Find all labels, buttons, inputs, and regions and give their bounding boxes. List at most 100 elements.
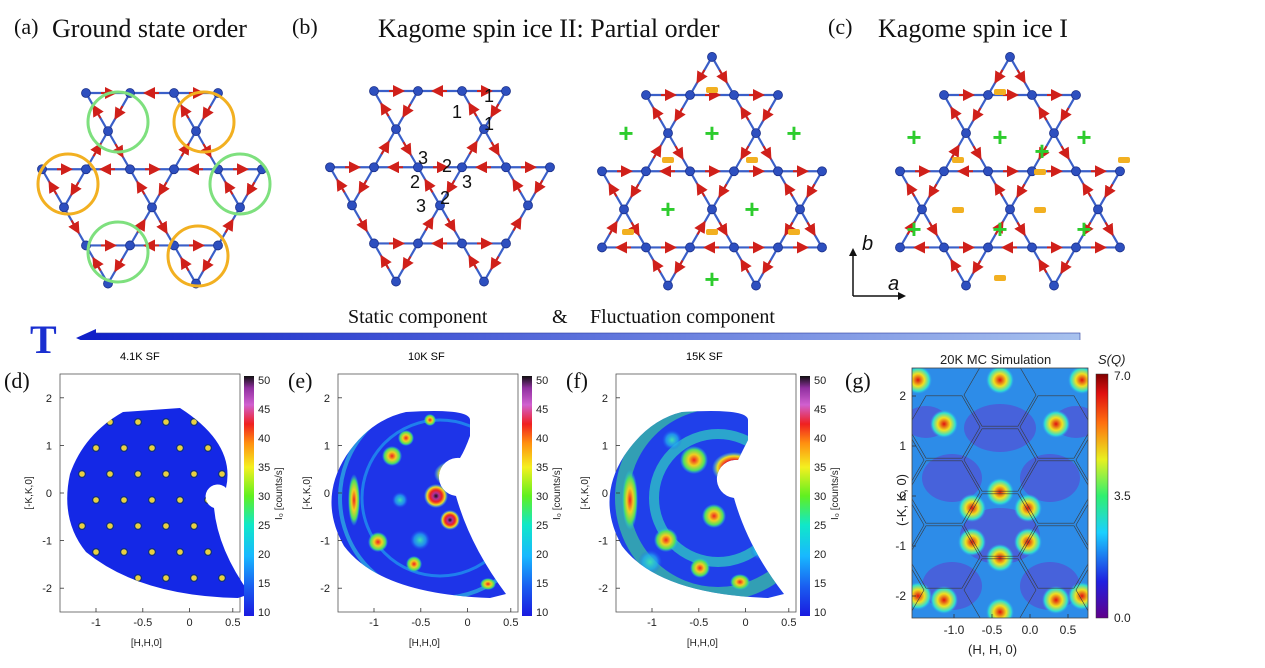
lattice-site <box>213 240 223 251</box>
spin-arrow <box>114 257 126 273</box>
lattice-site <box>1049 128 1059 139</box>
zone-boundary <box>1075 438 1088 482</box>
lattice-site <box>685 242 695 253</box>
bragg-peak <box>91 548 100 557</box>
minus-marker <box>662 157 674 163</box>
spin-arrow <box>696 182 708 197</box>
spin-arrow <box>1014 221 1026 237</box>
plus-marker: + <box>1034 136 1049 166</box>
spin-arrow <box>402 103 414 118</box>
lattice-site <box>435 200 445 211</box>
colorbar-tick: 45 <box>814 404 826 416</box>
panel-a-title: Ground state order <box>52 14 247 43</box>
lattice-site <box>479 124 489 135</box>
lattice-site <box>501 162 511 173</box>
spin-arrow <box>1014 69 1026 84</box>
hot-spot <box>410 530 430 550</box>
sim-map <box>912 368 1088 618</box>
bonds <box>601 56 823 287</box>
spin-arrow <box>994 182 1006 197</box>
colorbar-g-tick: 3.5 <box>1114 489 1131 503</box>
spin-arrow <box>446 179 458 195</box>
lattice-site <box>983 242 993 253</box>
lattice-site <box>685 166 695 177</box>
spin-arrow <box>948 144 960 159</box>
site-number: 1 <box>452 102 462 122</box>
bragg-peak <box>232 443 241 452</box>
y-tick-label: -2 <box>895 589 906 603</box>
y-tick-label: -2 <box>320 583 330 595</box>
plus-marker: + <box>992 214 1007 244</box>
site-number: 2 <box>410 172 420 192</box>
colorbar-tick: 10 <box>814 607 826 619</box>
bragg-peak <box>148 548 157 557</box>
bragg-peak <box>119 496 128 505</box>
spin-arrow <box>762 107 774 122</box>
lattice-a <box>37 87 267 289</box>
panel-g-title: 20K MC Simulation <box>940 352 1051 367</box>
bragg-peak <box>134 574 143 583</box>
temperature-arrow-body <box>91 332 1081 340</box>
lattice-site <box>369 238 379 249</box>
sim-peak <box>986 368 1014 394</box>
minus-marker <box>994 275 1006 281</box>
hot-spot <box>424 484 448 508</box>
bragg-peak <box>218 574 227 583</box>
colorbar-g-label: S(Q) <box>1098 352 1125 367</box>
plus-marker: + <box>704 264 719 294</box>
bragg-peak <box>261 445 268 452</box>
lattice-site <box>795 204 805 215</box>
zone-boundary <box>1019 525 1088 589</box>
site-number: 3 <box>416 196 426 216</box>
lattice-site <box>817 242 827 253</box>
lattice-site <box>347 200 357 211</box>
panel-f: 15K SF -1 -0.5 0 0.5210-1-2[H,H,0][-K,K,0] … <box>580 351 841 649</box>
spin-arrow <box>804 221 816 237</box>
lattice-site <box>773 90 783 100</box>
spin-arrow <box>378 140 390 155</box>
bragg-peak <box>119 548 128 557</box>
lattice-site <box>325 162 335 173</box>
panel-e-label: (e) <box>288 368 313 393</box>
bragg-peak <box>176 496 185 505</box>
y-tick-label: 0 <box>324 488 330 500</box>
hot-spot <box>406 556 422 572</box>
colorbar-tick: 45 <box>258 404 270 416</box>
lattice-site <box>707 204 717 215</box>
spin-arrow <box>716 69 728 84</box>
charge-markers-c: + + + + + + + <box>906 89 1130 281</box>
bonds <box>899 56 1121 287</box>
lattice-site <box>895 166 905 177</box>
plus-marker: + <box>1076 122 1091 152</box>
spin-arrow <box>246 181 258 197</box>
colorbar-g-tick: 7.0 <box>1114 369 1131 383</box>
x-tick-label: -1 <box>369 617 379 629</box>
zone-boundary <box>912 395 981 459</box>
zone-boundary <box>963 368 1037 427</box>
spin-arrow <box>994 69 1006 84</box>
temperature-symbol: T <box>30 317 57 362</box>
zone-boundary <box>1019 395 1088 459</box>
bragg-peak <box>77 417 86 426</box>
sim-peak <box>958 494 986 522</box>
temperature-arrow-head <box>76 329 96 340</box>
spin-arrow <box>222 218 234 233</box>
bragg-peak <box>162 469 171 478</box>
y-axis-label: [-K,K,0] <box>302 476 313 510</box>
minus-marker <box>1118 157 1130 163</box>
nodes <box>37 88 267 289</box>
bragg-peak <box>134 417 143 426</box>
zone-boundary <box>912 460 981 524</box>
wedge-e <box>331 411 506 598</box>
spin-arrow <box>992 220 1004 235</box>
panel-e: 10K SF -1 -0.5 0 0.5210-1-2[H,H,0][-K,K,0] … <box>302 351 563 649</box>
sim-peak <box>912 582 932 610</box>
spin-arrow <box>972 107 984 122</box>
y-tick-label: 0 <box>46 488 52 500</box>
site-number: 1 <box>484 86 494 106</box>
minus-marker <box>994 89 1006 95</box>
intensity-maps: 4.1K SF -1 -0.5 0 0.5210-1-2[H,H,0][-K,K,0]… <box>24 351 1131 657</box>
y-tick-label: -1 <box>895 539 906 553</box>
loop-orange <box>166 224 230 288</box>
lattice-site <box>1005 52 1015 62</box>
